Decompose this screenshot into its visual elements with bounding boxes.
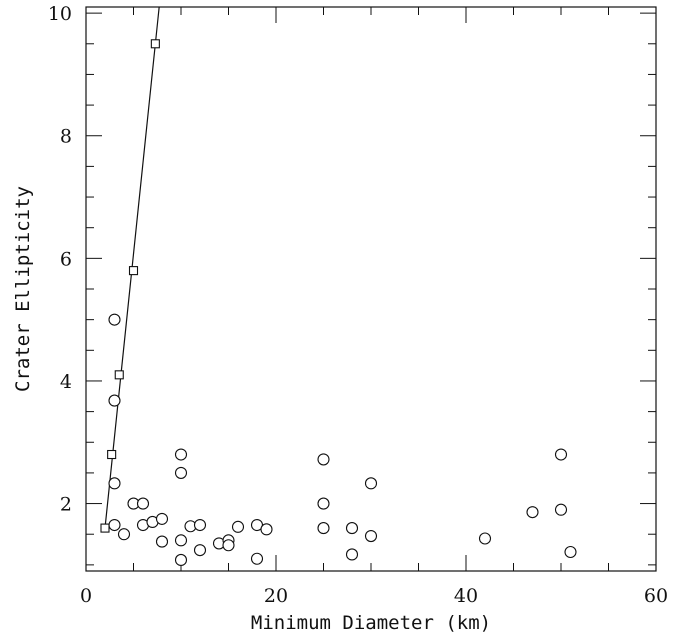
circle-point (478, 532, 492, 545)
tick-labels: 0 20 40 60 2 4 6 8 10 (48, 3, 668, 607)
circle-point (108, 477, 121, 490)
circle-point (117, 528, 131, 541)
circle-point (231, 520, 245, 533)
circle-point (345, 548, 359, 561)
circle-point (345, 522, 359, 535)
circle-point (136, 497, 150, 510)
x-tick-label: 20 (264, 585, 288, 607)
y-axis-label: Crater Ellipticity (12, 186, 34, 392)
circle-point (364, 477, 378, 490)
circle-point (155, 512, 169, 525)
circle-point (155, 535, 169, 548)
circle-point (526, 506, 539, 519)
square-point (107, 449, 117, 460)
square-point (128, 266, 139, 276)
square-point (100, 523, 110, 533)
circle-point (108, 518, 121, 532)
circle-point (222, 539, 235, 552)
x-axis-label: Minimum Diameter (km) (251, 612, 491, 634)
y-tick-label: 10 (48, 3, 72, 25)
circle-point (554, 448, 568, 461)
tick-marks (85, 7, 657, 571)
y-tick-label: 2 (60, 494, 72, 516)
circle-point (250, 552, 264, 565)
circle-point (108, 313, 121, 326)
square-point (150, 39, 160, 49)
circle-point (260, 523, 273, 536)
circle-point (193, 544, 207, 557)
circle-point (174, 448, 188, 461)
circle-point (364, 530, 378, 543)
circle-point (564, 545, 577, 559)
circle-point (317, 497, 330, 510)
circle-point (174, 466, 188, 479)
x-tick-label: 60 (644, 585, 668, 607)
circle-point (554, 503, 568, 516)
circle-point (174, 553, 188, 567)
x-tick-label: 40 (454, 585, 478, 607)
circle-point (193, 518, 207, 532)
square-point (114, 370, 124, 380)
y-tick-label: 6 (60, 248, 72, 270)
y-tick-label: 8 (60, 126, 72, 148)
x-tick-label: 0 (80, 585, 92, 607)
circle-point (108, 394, 121, 407)
data-markers (100, 39, 577, 567)
circle-point (317, 522, 330, 535)
circle-point (317, 453, 330, 466)
circle-point (174, 534, 188, 547)
y-tick-label: 4 (60, 371, 72, 393)
